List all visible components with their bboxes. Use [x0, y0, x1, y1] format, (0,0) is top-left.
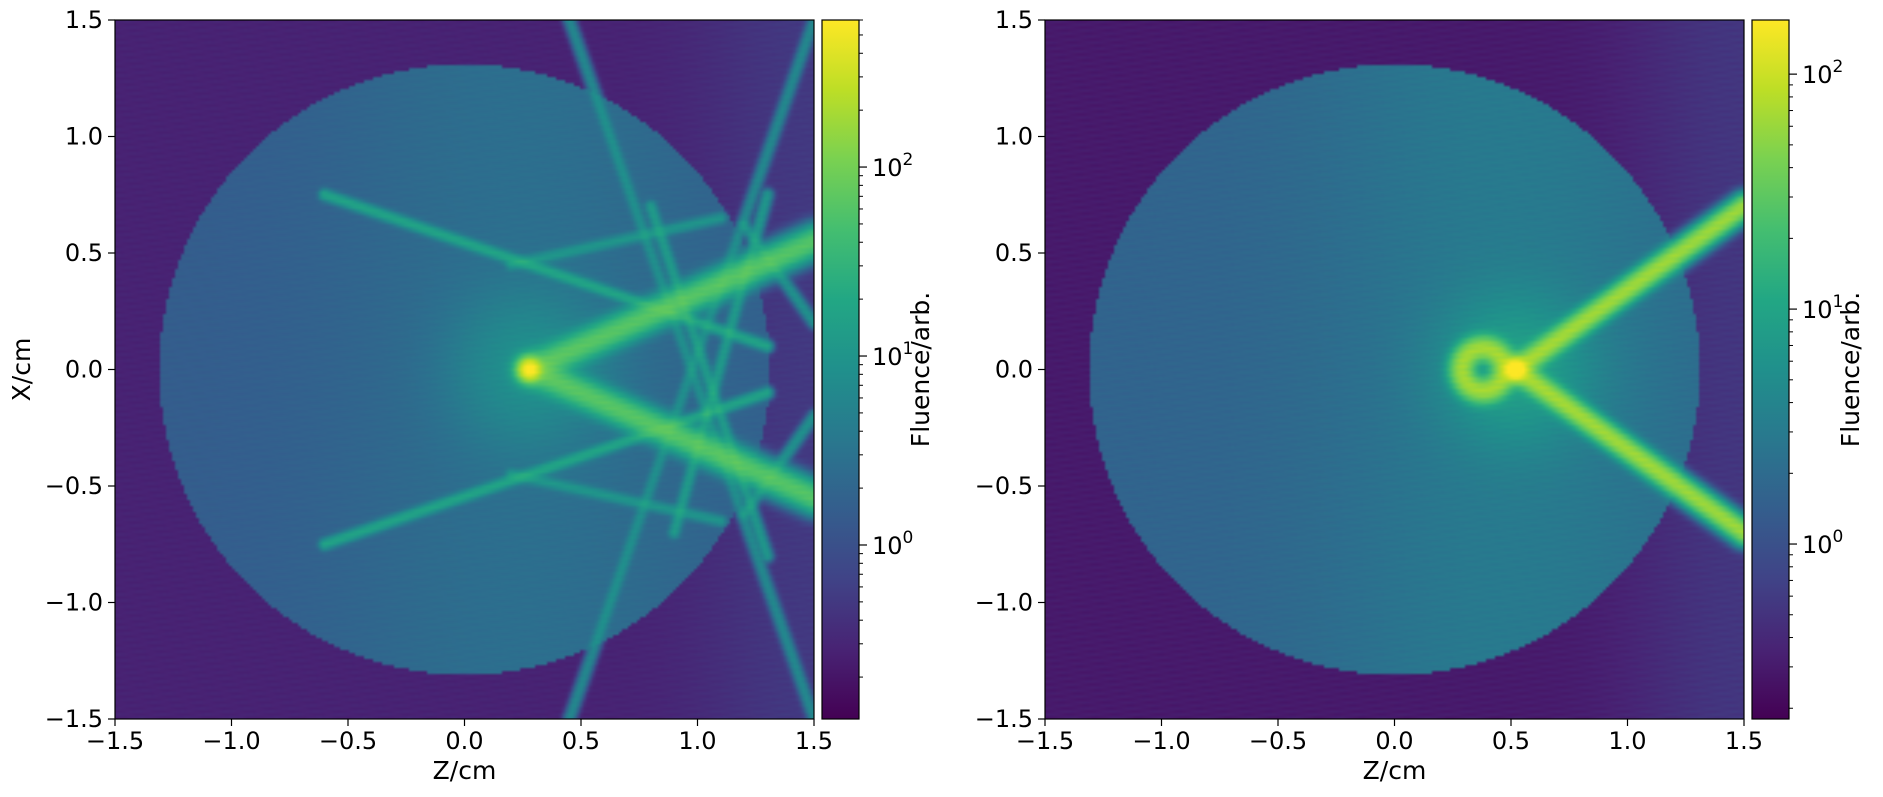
x-tick-label: 1.0	[1608, 727, 1646, 755]
y-tick-label: 1.5	[65, 6, 103, 34]
y-tick-label: 0.0	[65, 356, 103, 384]
colorbar-label: Fluence/arb.	[1836, 292, 1865, 447]
y-tick-label: 0.5	[65, 239, 103, 267]
colorbar	[821, 19, 860, 720]
x-tick-label: 0.0	[1375, 727, 1413, 755]
x-tick-label: −1.0	[202, 727, 260, 755]
x-tick-label: 1.5	[1725, 727, 1763, 755]
x-tick-label: −1.5	[86, 727, 144, 755]
x-tick-label: −1.0	[1132, 727, 1190, 755]
colorbar-tick-label: 101	[872, 339, 913, 371]
x-axis-label: Z/cm	[433, 756, 497, 785]
right-panel: −1.5 −1.0 −0.5 0.0 0.5 1.0 1.5 −1.5 −1.0 −0.5 0.0 0…	[975, 6, 1865, 785]
y-tick-label: −1.0	[45, 589, 103, 617]
y-tick-label: −0.5	[45, 472, 103, 500]
colorbar-label: Fluence/arb.	[906, 292, 935, 447]
y-tick-label: −1.0	[975, 589, 1033, 617]
colorbar	[1751, 19, 1790, 720]
colorbar-tick-label: 101	[1802, 292, 1843, 324]
x-axis-label: Z/cm	[1363, 756, 1427, 785]
x-tick-label: 1.5	[795, 727, 833, 755]
colorbar-tick-label: 102	[1802, 57, 1843, 89]
y-tick-label: 0.0	[995, 356, 1033, 384]
x-tick-label: 0.5	[1492, 727, 1530, 755]
y-axis-label: X/cm	[7, 338, 36, 402]
left-panel: −1.5 −1.0 −0.5 0.0 0.5 1.0 1.5 −1.5 −1.0 −0.5 0.0 0…	[7, 6, 935, 785]
heatmap-image	[1045, 20, 1744, 719]
x-tick-label: −0.5	[1249, 727, 1307, 755]
x-tick-label: −1.5	[1016, 727, 1074, 755]
x-tick-label: −0.5	[319, 727, 377, 755]
y-tick-label: 1.5	[995, 6, 1033, 34]
y-tick-label: 1.0	[995, 123, 1033, 151]
y-tick-label: −1.5	[45, 705, 103, 733]
x-tick-label: 0.5	[562, 727, 600, 755]
y-tick-label: 0.5	[995, 239, 1033, 267]
y-tick-label: 1.0	[65, 123, 103, 151]
y-tick-label: −0.5	[975, 472, 1033, 500]
colorbar-tick-label: 100	[872, 528, 913, 560]
x-tick-label: 1.0	[678, 727, 716, 755]
colorbar-tick-label: 100	[1802, 527, 1843, 559]
heatmap-image	[115, 20, 814, 719]
y-tick-label: −1.5	[975, 705, 1033, 733]
x-tick-label: 0.0	[445, 727, 483, 755]
colorbar-tick-label: 102	[872, 150, 913, 182]
